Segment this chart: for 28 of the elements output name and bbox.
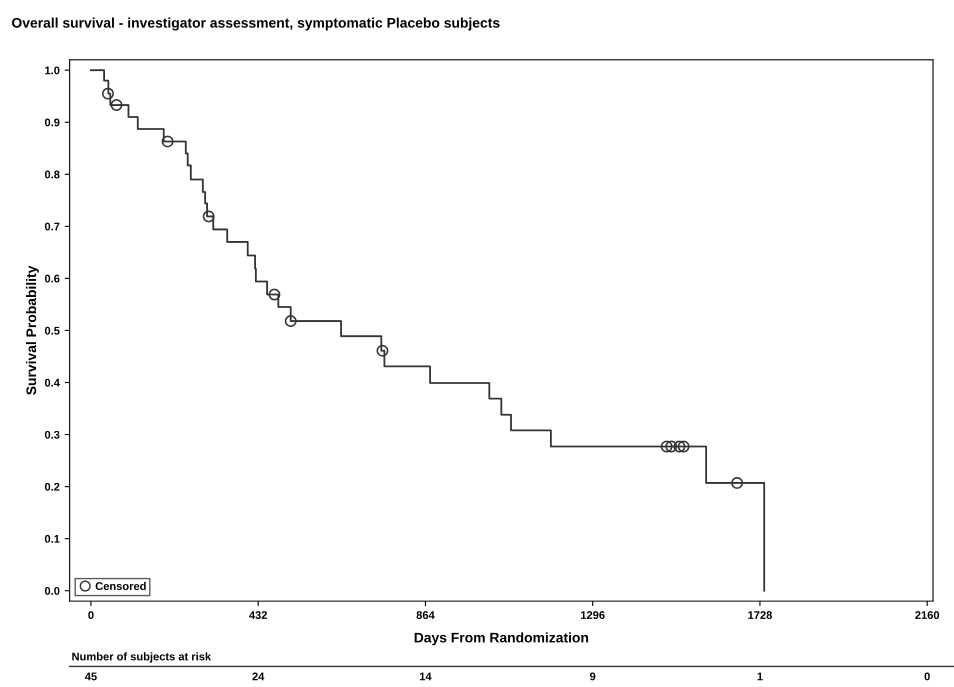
x-tick-label: 1728 <box>748 611 772 620</box>
y-tick-label: 0.5 <box>44 326 60 335</box>
y-tick-label: 0.8 <box>44 170 60 178</box>
text: 14 <box>420 672 432 680</box>
y-tick-label: 0.6 <box>44 274 60 283</box>
y-tick-label: 0.7 <box>44 222 60 230</box>
y-tick-label: 0.1 <box>44 534 60 543</box>
text: 1 <box>758 672 763 680</box>
y-tick-label: 0.0 <box>44 586 60 595</box>
y-axis-title: Survival Probability <box>26 266 39 395</box>
x-tick-label: 2160 <box>915 611 940 620</box>
x-tick-label: 432 <box>249 611 268 620</box>
x-tick-label: 0 <box>88 611 94 620</box>
x-tick-label: 1296 <box>581 611 605 620</box>
legend-label: Censored <box>96 582 146 590</box>
x-tick-label: 864 <box>416 611 435 620</box>
y-tick-label: 0.4 <box>44 378 60 387</box>
y-tick-label: 0.9 <box>44 118 60 126</box>
y-tick-label: 0.3 <box>44 430 60 439</box>
text: 45 <box>84 672 97 680</box>
chart-title: Overall survival - investigator assessment, symptomatic Placebo subjects <box>12 18 500 31</box>
text: 24 <box>252 672 264 680</box>
text: 9 <box>590 672 596 680</box>
text: 0 <box>924 672 930 680</box>
text: Number of subjects at risk <box>72 652 212 663</box>
y-tick-label: 0.2 <box>44 482 60 491</box>
y-tick-label: 1.0 <box>45 66 60 74</box>
x-axis-title: Days From Randomization <box>414 632 588 646</box>
